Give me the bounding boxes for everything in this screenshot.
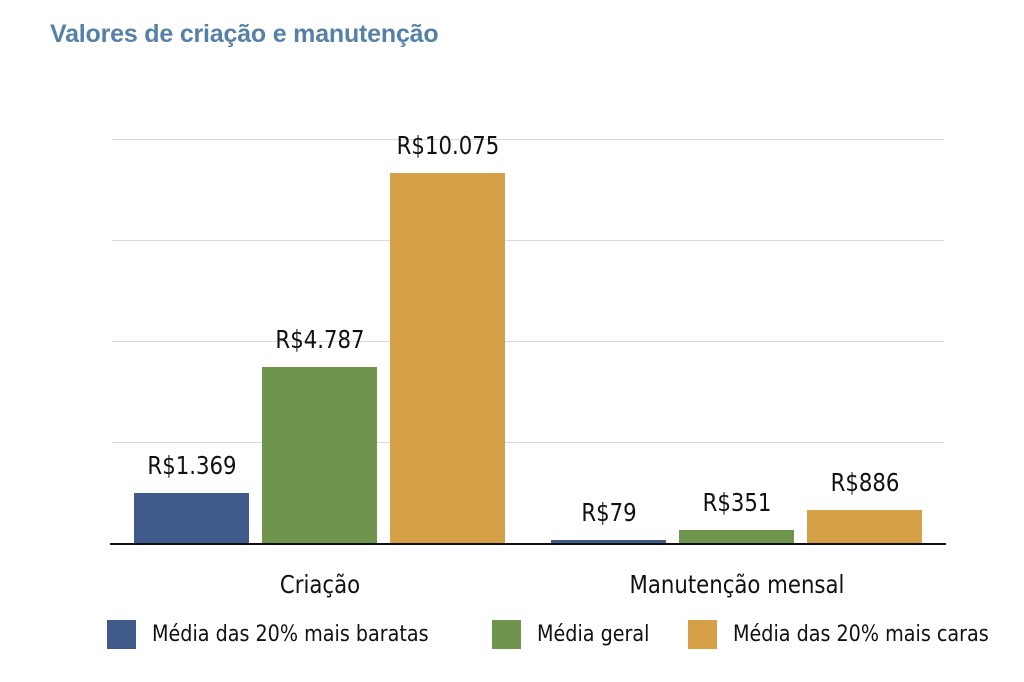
legend: Média das 20% mais baratas Média geral Méd… xyxy=(107,620,1024,649)
bar xyxy=(807,510,922,543)
legend-item: Média das 20% mais baratas xyxy=(107,620,470,649)
data-label: R$79 xyxy=(580,498,637,527)
gridline xyxy=(112,240,944,241)
chart-title: Valores de criação e manutenção xyxy=(50,20,439,48)
data-label: R$351 xyxy=(702,488,771,517)
data-label: R$1.369 xyxy=(146,451,237,480)
legend-item: Média geral xyxy=(491,620,666,649)
category-label: Manutenção mensal xyxy=(629,570,844,599)
data-label: R$886 xyxy=(830,468,899,497)
bar xyxy=(134,493,249,543)
data-label: R$4.787 xyxy=(274,325,365,354)
legend-swatch-icon xyxy=(688,620,718,649)
data-label: R$10.075 xyxy=(396,131,499,160)
gridline xyxy=(112,442,944,443)
bar xyxy=(551,540,666,543)
legend-label: Média das 20% mais baratas xyxy=(152,622,429,647)
bar xyxy=(262,367,377,543)
legend-swatch-icon xyxy=(107,620,136,649)
legend-item: Média das 20% mais caras xyxy=(688,620,1024,649)
bar xyxy=(390,173,505,543)
category-label: Criação xyxy=(279,570,360,599)
bar xyxy=(679,530,794,543)
x-axis-line xyxy=(110,543,946,545)
gridline xyxy=(112,341,944,342)
gridline xyxy=(112,139,944,140)
legend-label: Média das 20% mais caras xyxy=(733,622,989,647)
legend-swatch-icon xyxy=(491,620,521,649)
legend-label: Média geral xyxy=(536,622,650,647)
